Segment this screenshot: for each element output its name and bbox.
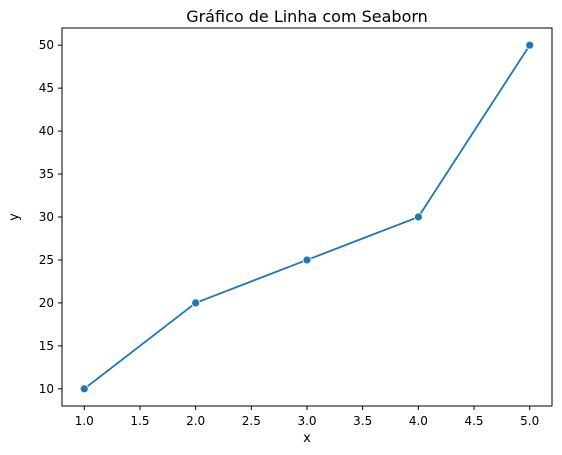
data-point [79,384,89,394]
data-point [191,298,201,308]
x-axis-ticks: 1.0 1.5 2.0 2.5 3.0 3.5 4.0 4.5 5.0 [75,406,539,428]
data-point [525,40,535,50]
y-tick-label: 15 [39,339,54,353]
x-tick-label: 1.5 [130,414,149,428]
y-tick-label: 35 [39,167,54,181]
data-point [413,212,423,222]
y-tick-label: 30 [39,210,54,224]
x-axis-label: x [303,431,311,446]
x-tick-label: 2.0 [186,414,205,428]
x-tick-label: 1.0 [75,414,94,428]
y-axis-label: y [7,213,22,221]
x-tick-label: 3.0 [297,414,316,428]
y-tick-label: 20 [39,296,54,310]
x-tick-label: 5.0 [520,414,539,428]
x-tick-label: 4.5 [464,414,483,428]
y-tick-label: 40 [39,124,54,138]
data-point [302,255,312,265]
y-tick-label: 45 [39,81,54,95]
y-tick-label: 25 [39,253,54,267]
series-layer [79,40,535,394]
y-tick-label: 10 [39,382,54,396]
series-line [83,44,531,390]
y-axis-ticks: 10 15 20 25 30 35 40 45 50 [39,38,62,396]
chart-title: Gráfico de Linha com Seaborn [186,7,428,26]
plot-frame [61,27,553,407]
y-tick-label: 50 [39,38,54,52]
x-tick-label: 2.5 [242,414,261,428]
x-tick-label: 3.5 [353,414,372,428]
x-tick-label: 4.0 [409,414,428,428]
